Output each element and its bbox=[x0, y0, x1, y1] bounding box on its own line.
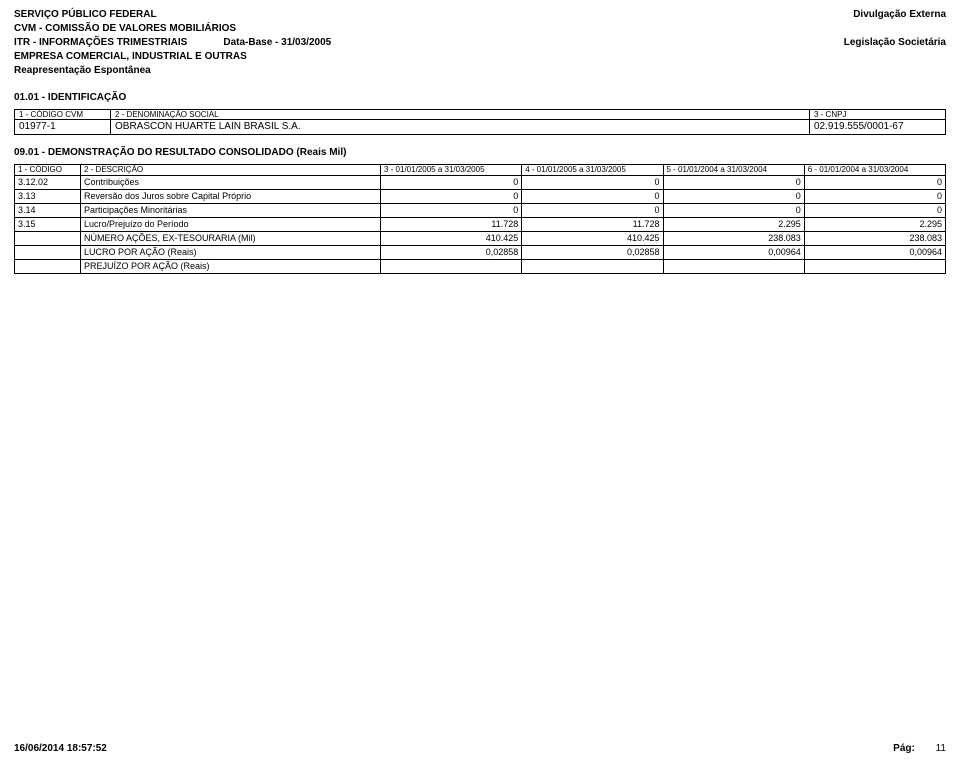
header-line-4: EMPRESA COMERCIAL, INDUSTRIAL E OUTRAS bbox=[14, 50, 331, 64]
header-line-3: ITR - INFORMAÇÕES TRIMESTRIAIS Data-Base… bbox=[14, 36, 331, 50]
cell-v3: 0 bbox=[381, 204, 522, 218]
col-header-descricao: 2 - DESCRIÇÃO bbox=[81, 165, 381, 176]
col-header-period-5: 5 - 01/01/2004 a 31/03/2004 bbox=[663, 165, 804, 176]
ident-value-codigo-cvm: 01977-1 bbox=[15, 120, 111, 135]
cell-v4: 410.425 bbox=[522, 232, 663, 246]
header-left-block: SERVIÇO PÚBLICO FEDERAL CVM - COMISSÃO D… bbox=[14, 8, 331, 78]
cell-desc: PREJUÍZO POR AÇÃO (Reais) bbox=[81, 260, 381, 274]
results-table: 1 - CÓDIGO 2 - DESCRIÇÃO 3 - 01/01/2005 … bbox=[14, 164, 946, 274]
cell-v4: 0 bbox=[522, 204, 663, 218]
cell-v6: 2.295 bbox=[804, 218, 945, 232]
ident-header-codigo-cvm: 1 - CÓDIGO CVM bbox=[15, 110, 111, 120]
ident-value-cnpj: 02.919.555/0001-67 bbox=[810, 120, 946, 135]
table-row: 3.14 Participações Minoritárias 0 0 0 0 bbox=[15, 204, 946, 218]
cell-v5: 2.295 bbox=[663, 218, 804, 232]
section-results-title: 09.01 - DEMONSTRAÇÃO DO RESULTADO CONSOL… bbox=[14, 147, 946, 158]
cell-v6: 238.083 bbox=[804, 232, 945, 246]
page: SERVIÇO PÚBLICO FEDERAL CVM - COMISSÃO D… bbox=[0, 0, 960, 762]
cell-v5: 0 bbox=[663, 176, 804, 190]
col-header-period-6: 6 - 01/01/2004 a 31/03/2004 bbox=[804, 165, 945, 176]
header-right-1: Divulgação Externa bbox=[853, 8, 946, 22]
table-row: 3.13 Reversão dos Juros sobre Capital Pr… bbox=[15, 190, 946, 204]
cell-v6: 0 bbox=[804, 204, 945, 218]
cell-desc: Lucro/Prejuízo do Período bbox=[81, 218, 381, 232]
cell-v3: 11.728 bbox=[381, 218, 522, 232]
cell-v4: 0,02858 bbox=[522, 246, 663, 260]
ident-header-denominacao: 2 - DENOMINAÇÃO SOCIAL bbox=[111, 110, 810, 120]
cell-desc: LUCRO POR AÇÃO (Reais) bbox=[81, 246, 381, 260]
cell-v4: 0 bbox=[522, 176, 663, 190]
ident-header-cnpj: 3 - CNPJ bbox=[810, 110, 946, 120]
cell-v3: 0 bbox=[381, 190, 522, 204]
cell-desc: Reversão dos Juros sobre Capital Próprio bbox=[81, 190, 381, 204]
footer-page-label: Pág: bbox=[893, 743, 915, 754]
cell-v5: 0 bbox=[663, 204, 804, 218]
footer-timestamp: 16/06/2014 18:57:52 bbox=[14, 743, 107, 754]
footer-page: Pág: 11 bbox=[893, 743, 946, 754]
col-header-period-4: 4 - 01/01/2005 a 31/03/2005 bbox=[522, 165, 663, 176]
table-row: LUCRO POR AÇÃO (Reais) 0,02858 0,02858 0… bbox=[15, 246, 946, 260]
cell-code bbox=[15, 246, 81, 260]
cell-v5: 0,00964 bbox=[663, 246, 804, 260]
section-identification-title: 01.01 - IDENTIFICAÇÃO bbox=[14, 92, 946, 103]
cell-code bbox=[15, 232, 81, 246]
cell-v4 bbox=[522, 260, 663, 274]
cell-code: 3.13 bbox=[15, 190, 81, 204]
cell-v5: 238.083 bbox=[663, 232, 804, 246]
cell-v6: 0 bbox=[804, 176, 945, 190]
col-header-codigo: 1 - CÓDIGO bbox=[15, 165, 81, 176]
table-row: PREJUÍZO POR AÇÃO (Reais) bbox=[15, 260, 946, 274]
cell-v6 bbox=[804, 260, 945, 274]
cell-v6: 0,00964 bbox=[804, 246, 945, 260]
identification-value-row: 01977-1 OBRASCON HUARTE LAIN BRASIL S.A.… bbox=[15, 120, 946, 135]
cell-v4: 11.728 bbox=[522, 218, 663, 232]
header-line-5: Reapresentação Espontânea bbox=[14, 64, 331, 78]
identification-table: 1 - CÓDIGO CVM 2 - DENOMINAÇÃO SOCIAL 3 … bbox=[14, 109, 946, 135]
cell-v6: 0 bbox=[804, 190, 945, 204]
table-row: 3.15 Lucro/Prejuízo do Período 11.728 11… bbox=[15, 218, 946, 232]
header-line-2: CVM - COMISSÃO DE VALORES MOBILIÁRIOS bbox=[14, 22, 331, 36]
results-header-row: 1 - CÓDIGO 2 - DESCRIÇÃO 3 - 01/01/2005 … bbox=[15, 165, 946, 176]
footer-page-number: 11 bbox=[936, 743, 946, 754]
cell-code: 3.14 bbox=[15, 204, 81, 218]
cell-desc: Contribuições bbox=[81, 176, 381, 190]
cell-code: 3.12.02 bbox=[15, 176, 81, 190]
header-right-spacer bbox=[943, 22, 946, 36]
cell-v3: 410.425 bbox=[381, 232, 522, 246]
page-header: SERVIÇO PÚBLICO FEDERAL CVM - COMISSÃO D… bbox=[14, 8, 946, 78]
cell-v3: 0 bbox=[381, 176, 522, 190]
header-database-label: Data-Base - 31/03/2005 bbox=[223, 36, 331, 50]
header-itr-label: ITR - INFORMAÇÕES TRIMESTRIAIS bbox=[14, 36, 187, 50]
cell-v5: 0 bbox=[663, 190, 804, 204]
cell-v3 bbox=[381, 260, 522, 274]
identification-header-row: 1 - CÓDIGO CVM 2 - DENOMINAÇÃO SOCIAL 3 … bbox=[15, 110, 946, 120]
page-footer: 16/06/2014 18:57:52 Pág: 11 bbox=[14, 743, 946, 754]
table-row: 3.12.02 Contribuições 0 0 0 0 bbox=[15, 176, 946, 190]
cell-desc: NÚMERO AÇÕES, EX-TESOURARIA (Mil) bbox=[81, 232, 381, 246]
cell-desc: Participações Minoritárias bbox=[81, 204, 381, 218]
header-line-1: SERVIÇO PÚBLICO FEDERAL bbox=[14, 8, 331, 22]
cell-code: 3.15 bbox=[15, 218, 81, 232]
col-header-period-3: 3 - 01/01/2005 a 31/03/2005 bbox=[381, 165, 522, 176]
cell-v5 bbox=[663, 260, 804, 274]
cell-v4: 0 bbox=[522, 190, 663, 204]
header-right-2: Legislação Societária bbox=[844, 36, 946, 50]
cell-v3: 0,02858 bbox=[381, 246, 522, 260]
ident-value-denominacao: OBRASCON HUARTE LAIN BRASIL S.A. bbox=[111, 120, 810, 135]
cell-code bbox=[15, 260, 81, 274]
table-row: NÚMERO AÇÕES, EX-TESOURARIA (Mil) 410.42… bbox=[15, 232, 946, 246]
header-right-block: Divulgação Externa Legislação Societária bbox=[844, 8, 946, 78]
